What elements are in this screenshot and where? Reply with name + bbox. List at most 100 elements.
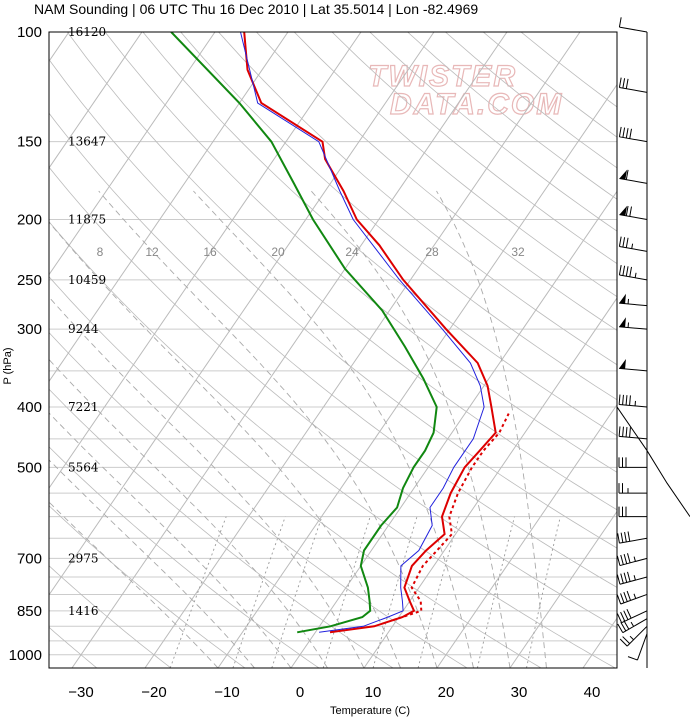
pressure-tick-label: 400 xyxy=(17,399,42,416)
isotherm-line xyxy=(49,32,435,596)
wind-barb xyxy=(617,618,648,634)
wind-barb-staff xyxy=(619,87,648,93)
wind-barb-flag xyxy=(620,532,624,543)
wind-barb xyxy=(619,625,648,647)
isotherm-line xyxy=(49,32,143,169)
dry-adiabat-line xyxy=(49,565,172,668)
wind-barb-half-flag xyxy=(631,243,634,249)
wind-barb-staff xyxy=(622,618,648,634)
dry-adiabat-line xyxy=(520,32,617,108)
wind-barb-pennant xyxy=(619,293,626,304)
wind-barb-flag xyxy=(623,572,628,583)
dry-adiabat-line xyxy=(104,32,617,473)
wind-barb-staff xyxy=(626,625,648,647)
mixing-ratio-line xyxy=(372,516,418,668)
height-label: 1416 xyxy=(68,604,99,618)
wind-barb-flag xyxy=(619,638,628,647)
moist-adiabat-line xyxy=(49,296,365,668)
wind-barb-flag xyxy=(620,554,624,565)
wind-barb-flag xyxy=(626,608,632,619)
wind-barb xyxy=(619,205,648,220)
isotherm-line xyxy=(509,510,617,668)
wind-barb-flag xyxy=(620,593,625,603)
moist-adiabat-line xyxy=(49,501,219,668)
wind-barb xyxy=(618,394,648,408)
chart-title: NAM Sounding | 06 UTC Thu 16 Dec 2010 | … xyxy=(34,1,479,17)
wind-barb-flag xyxy=(623,620,630,630)
mixing-ratio-label: 24 xyxy=(345,245,359,259)
isotherm-line xyxy=(49,32,362,490)
wind-barb-staff xyxy=(620,593,648,605)
dry-adiabat-line xyxy=(49,166,617,629)
wind-barb-staff xyxy=(636,633,648,661)
moist-adiabat-line xyxy=(98,190,438,668)
dry-adiabat-line xyxy=(49,331,468,668)
wind-barb-staff xyxy=(619,178,648,184)
wind-barb-half-flag xyxy=(633,556,636,562)
temperature-tick-label: 20 xyxy=(438,684,455,701)
wind-barb-flag xyxy=(618,77,622,88)
wind-barb-staff xyxy=(621,610,648,624)
dry-adiabat-line xyxy=(49,276,542,668)
wind-barb xyxy=(619,358,648,372)
wind-barb-staff xyxy=(619,404,648,408)
wind-barb-flag xyxy=(620,573,624,584)
plot-frame xyxy=(48,31,618,669)
dry-adiabat-line xyxy=(49,112,617,588)
wind-barb xyxy=(619,293,648,307)
wind-barb xyxy=(618,17,648,33)
wind-barb-flag xyxy=(622,394,624,405)
wind-barb-staff xyxy=(619,274,648,281)
wind-barb-flag xyxy=(627,656,638,661)
temperature-tick-label: 30 xyxy=(511,684,528,701)
mixing-ratio-line xyxy=(271,516,323,668)
dry-adiabat-line xyxy=(49,505,246,668)
wind-barb-flag xyxy=(618,426,621,437)
moist-adiabat-line xyxy=(310,190,511,668)
wind-barb xyxy=(617,531,648,544)
dry-adiabat-line xyxy=(66,32,617,511)
wind-barb-half-flag xyxy=(629,635,634,641)
watermark-text-2: DATA.COM xyxy=(390,88,563,121)
wind-barb-flag xyxy=(617,623,624,633)
wind-barb xyxy=(618,426,648,440)
mixing-ratio-line xyxy=(232,516,286,668)
wind-barb-flag xyxy=(618,265,622,276)
wind-barb xyxy=(618,457,647,468)
isotherm-line xyxy=(363,297,617,668)
pressure-tick-label: 100 xyxy=(17,24,42,41)
dry-adiabat-line xyxy=(142,32,617,437)
wind-barb xyxy=(618,483,647,494)
temperature-tick-label: −20 xyxy=(141,684,166,701)
mixing-ratio-label: 20 xyxy=(271,245,285,259)
wind-barb-flag xyxy=(625,395,628,406)
isotherm-line xyxy=(49,32,216,276)
wind-barb-flag xyxy=(622,78,626,89)
sounding-line-3 xyxy=(170,32,438,634)
isotherm-line xyxy=(71,32,508,668)
dry-adiabat-line xyxy=(49,446,320,668)
dry-adiabat-line xyxy=(49,221,616,668)
wind-barb-half-flag xyxy=(633,575,636,581)
wind-barb-flag xyxy=(620,622,627,632)
wind-barb-flag xyxy=(616,555,621,566)
wind-barb-flag xyxy=(625,169,629,180)
pressure-tick-label: 150 xyxy=(17,134,42,151)
wind-barb-flag xyxy=(622,237,626,248)
height-label: 16120 xyxy=(68,25,106,39)
wind-barb-flag xyxy=(617,533,620,544)
watermark-text-1: TWISTER xyxy=(368,60,517,93)
wind-barb xyxy=(616,553,648,567)
height-label: 5564 xyxy=(68,460,99,474)
wind-barb-staff xyxy=(619,136,648,143)
wind-barb-half-flag xyxy=(633,593,637,599)
wind-barb-flag xyxy=(629,206,632,217)
pressure-tick-label: 250 xyxy=(17,272,42,289)
moist-adiabat-line xyxy=(49,459,255,668)
wind-barb xyxy=(616,571,648,585)
dry-adiabat-line xyxy=(180,32,617,401)
wind-barb-flag xyxy=(625,205,629,216)
moist-adiabat-line xyxy=(49,221,401,668)
wind-barb-half-flag xyxy=(634,272,637,278)
